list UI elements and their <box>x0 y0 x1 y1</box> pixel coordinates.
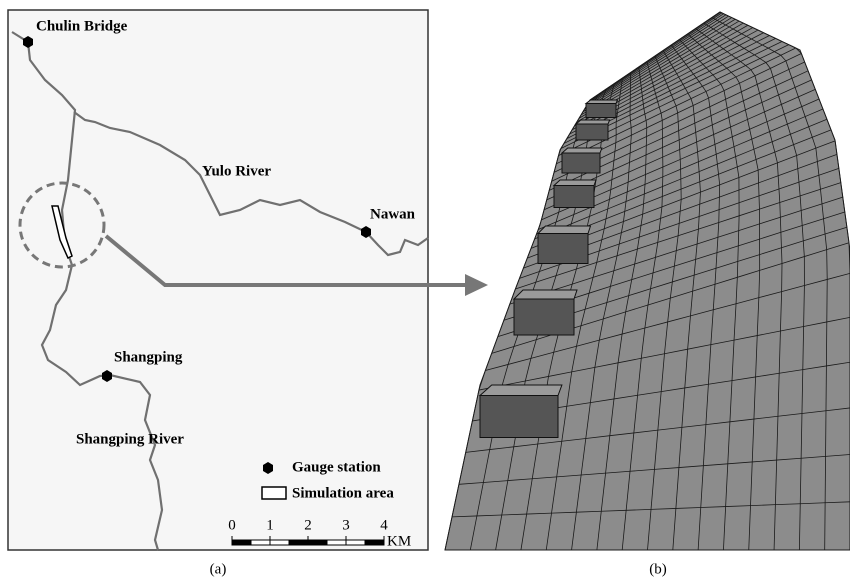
arrow-head <box>465 274 488 296</box>
building-block <box>538 234 588 264</box>
scale-unit: KM <box>387 533 411 549</box>
building-top <box>538 226 591 234</box>
scale-label: 0 <box>228 517 236 533</box>
building-top <box>480 385 562 396</box>
building-block <box>586 104 616 118</box>
scale-segment <box>365 540 384 545</box>
scale-segment <box>308 540 327 545</box>
place-label: Chulin Bridge <box>36 18 128 34</box>
scale-segment <box>346 540 365 545</box>
legend-swatch <box>262 487 286 499</box>
scale-segment <box>251 540 270 545</box>
building-top <box>514 290 577 299</box>
building-top <box>562 148 602 153</box>
scale-segment <box>289 540 308 545</box>
building-top <box>554 180 596 186</box>
river-label: Shangping River <box>76 431 184 447</box>
building-block <box>554 186 594 208</box>
building-top <box>586 100 618 104</box>
mesh-surface <box>445 12 850 550</box>
building-block <box>480 396 558 438</box>
scale-segment <box>270 540 289 545</box>
place-label: Shangping <box>114 349 183 365</box>
caption: (a) <box>210 561 227 577</box>
river-label: Yulo River <box>202 163 271 179</box>
scale-label: 4 <box>380 517 388 533</box>
scale-label: 2 <box>304 517 312 533</box>
building-block <box>514 299 574 335</box>
scale-segment <box>232 540 251 545</box>
scale-segment <box>327 540 346 545</box>
figure: Chulin Bridge Yulo River Nawan Shangping… <box>0 0 850 582</box>
legend-label: Gauge station <box>292 459 381 475</box>
scale-label: 3 <box>342 517 350 533</box>
legend-label: Simulation area <box>292 485 394 501</box>
place-label: Nawan <box>370 206 416 222</box>
building-block <box>562 153 600 173</box>
building-block <box>576 124 608 140</box>
mesh <box>445 12 850 550</box>
scale-label: 1 <box>266 517 274 533</box>
caption: (b) <box>649 561 667 577</box>
building-top <box>576 120 610 124</box>
